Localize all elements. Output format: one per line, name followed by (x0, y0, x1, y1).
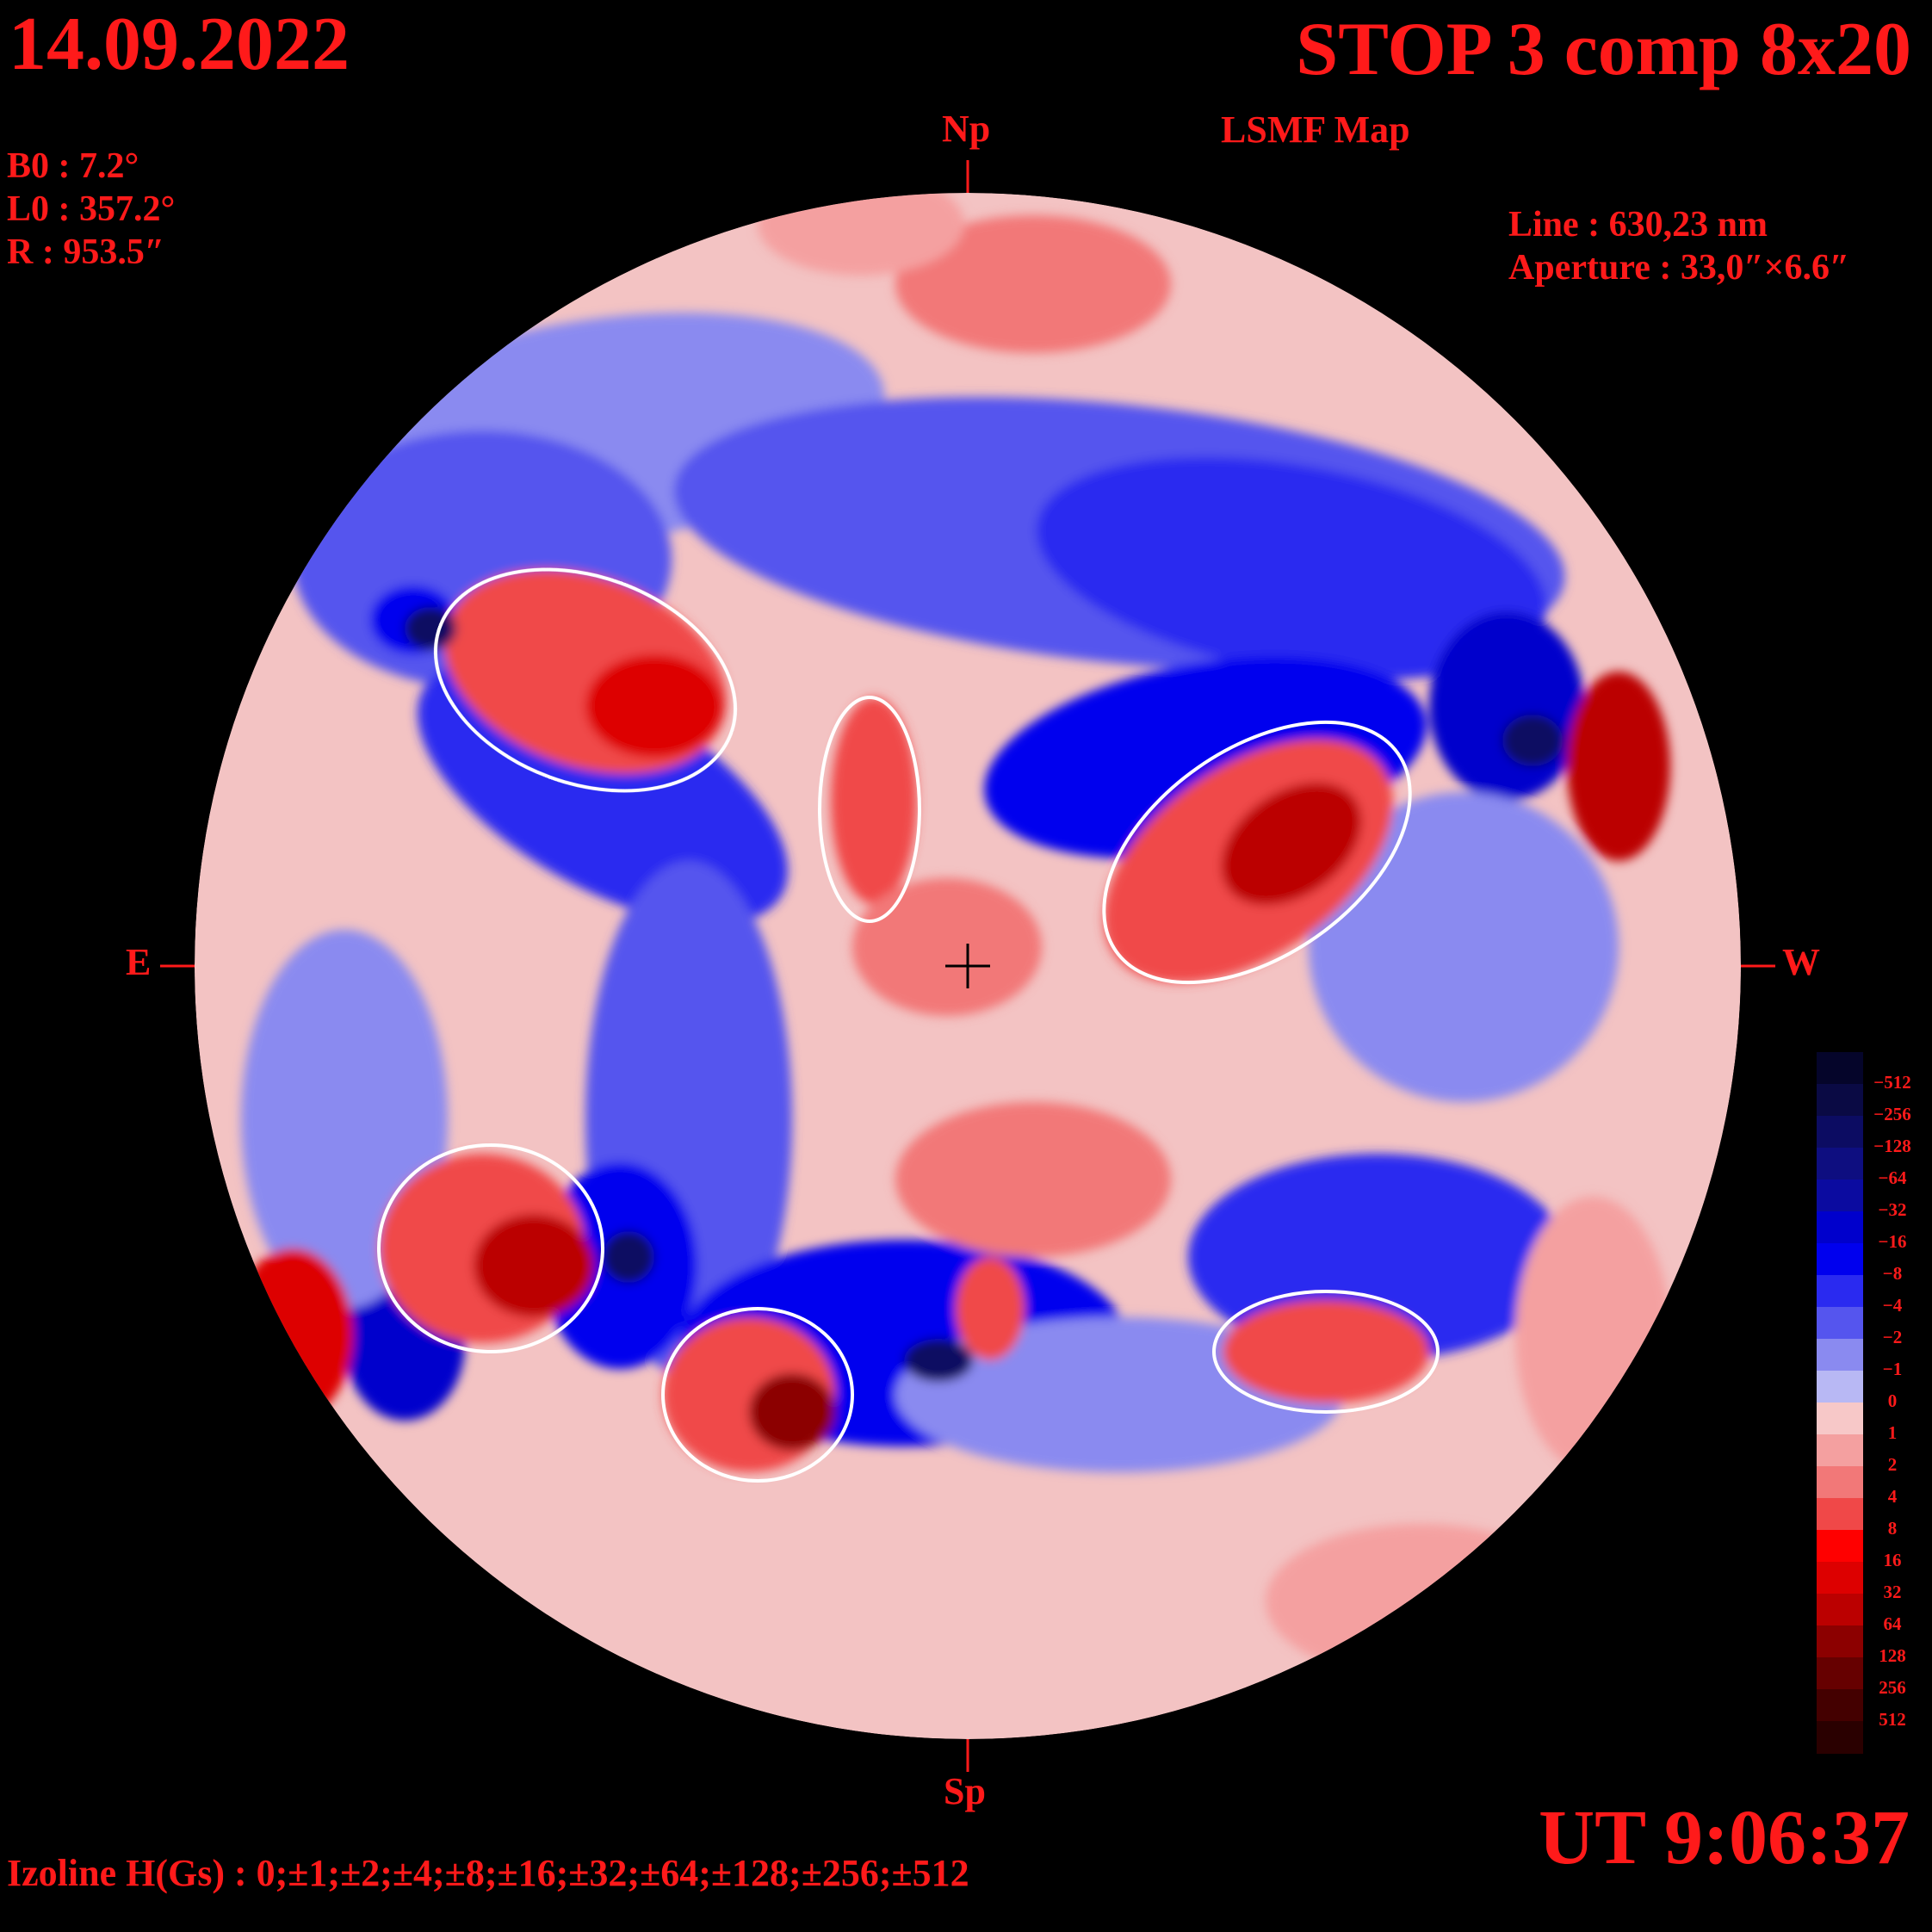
west-label: W (1782, 941, 1820, 983)
disk-center-crosshair (945, 944, 990, 988)
south-pole-label: Sp (944, 1770, 986, 1812)
field-regions (232, 193, 1670, 1679)
color-scale-step (1817, 1371, 1863, 1403)
color-scale-step (1817, 1116, 1863, 1149)
color-scale-label: −32 (1878, 1199, 1907, 1220)
color-scale-label: −128 (1873, 1136, 1911, 1156)
color-scale-step (1817, 1530, 1863, 1563)
color-scale-step (1817, 1243, 1863, 1276)
color-scale-label: 4 (1887, 1486, 1898, 1507)
color-scale-step (1817, 1721, 1863, 1754)
color-scale-step (1817, 1466, 1863, 1499)
color-scale-label: −4 (1882, 1295, 1903, 1316)
color-scale-label: 2 (1887, 1454, 1898, 1475)
color-scale-step (1817, 1498, 1863, 1531)
color-scale-label: 128 (1879, 1645, 1906, 1666)
spectral-line: Line : 630,23 nm (1508, 205, 1768, 245)
observation-date: 14.09.2022 (9, 3, 350, 86)
color-scale-step (1817, 1625, 1863, 1658)
izoline-legend: Izoline H(Gs) : 0;±1;±2;±4;±8;±16;±32;±6… (7, 1852, 969, 1894)
color-scale-label: 256 (1879, 1677, 1906, 1698)
color-scale-step (1817, 1307, 1863, 1340)
b0-value: B0 : 7.2° (7, 146, 139, 186)
color-scale-step (1817, 1562, 1863, 1595)
color-scale-step (1817, 1689, 1863, 1722)
color-scale-label: −8 (1882, 1263, 1903, 1284)
observation-time: UT 9:06:37 (1539, 1795, 1910, 1880)
map-subtitle: LSMF Map (1221, 108, 1410, 151)
color-scale-label: 1 (1887, 1422, 1898, 1443)
north-pole-label: Np (942, 108, 991, 150)
color-scale-step (1817, 1434, 1863, 1467)
color-scale-label: −2 (1882, 1327, 1903, 1347)
aperture: Aperture : 33,0″×6.6″ (1508, 248, 1850, 288)
color-scale-step (1817, 1211, 1863, 1244)
izolines (377, 567, 1440, 1483)
l0-value: L0 : 357.2° (7, 189, 176, 229)
east-label: E (126, 941, 152, 983)
color-scale-step (1817, 1148, 1863, 1180)
color-scale-step (1817, 1180, 1863, 1212)
color-scale-label: 512 (1879, 1709, 1906, 1730)
color-scale-bar (1817, 1052, 1863, 1754)
color-scale-step (1817, 1403, 1863, 1435)
color-scale-step (1817, 1339, 1863, 1372)
solar-parameters: B0 : 7.2° L0 : 357.2° R : 953.5″ (7, 145, 175, 274)
color-scale-label: 16 (1883, 1550, 1902, 1570)
radius-value: R : 953.5″ (7, 232, 165, 272)
color-scale-label: 64 (1883, 1613, 1902, 1634)
color-scale-step (1817, 1084, 1863, 1117)
instrument-info: Line : 630,23 nm Aperture : 33,0″×6.6″ (1508, 203, 1849, 289)
color-scale-step (1817, 1275, 1863, 1308)
color-scale-label: −512 (1873, 1072, 1911, 1093)
color-scale-label: 32 (1883, 1582, 1902, 1602)
color-scale-step (1817, 1657, 1863, 1690)
color-scale-step (1817, 1052, 1863, 1085)
color-scale-label: −16 (1878, 1231, 1907, 1252)
map-title: STOP 3 comp 8x20 (1296, 8, 1911, 91)
color-scale-label: 0 (1887, 1390, 1898, 1411)
color-scale-label: −1 (1882, 1359, 1903, 1379)
color-scale-step (1817, 1594, 1863, 1626)
direction-ticks (160, 160, 1775, 1772)
color-scale-label: −256 (1873, 1104, 1911, 1124)
color-scale-label: −64 (1878, 1167, 1907, 1188)
color-scale-label: 8 (1887, 1518, 1898, 1539)
